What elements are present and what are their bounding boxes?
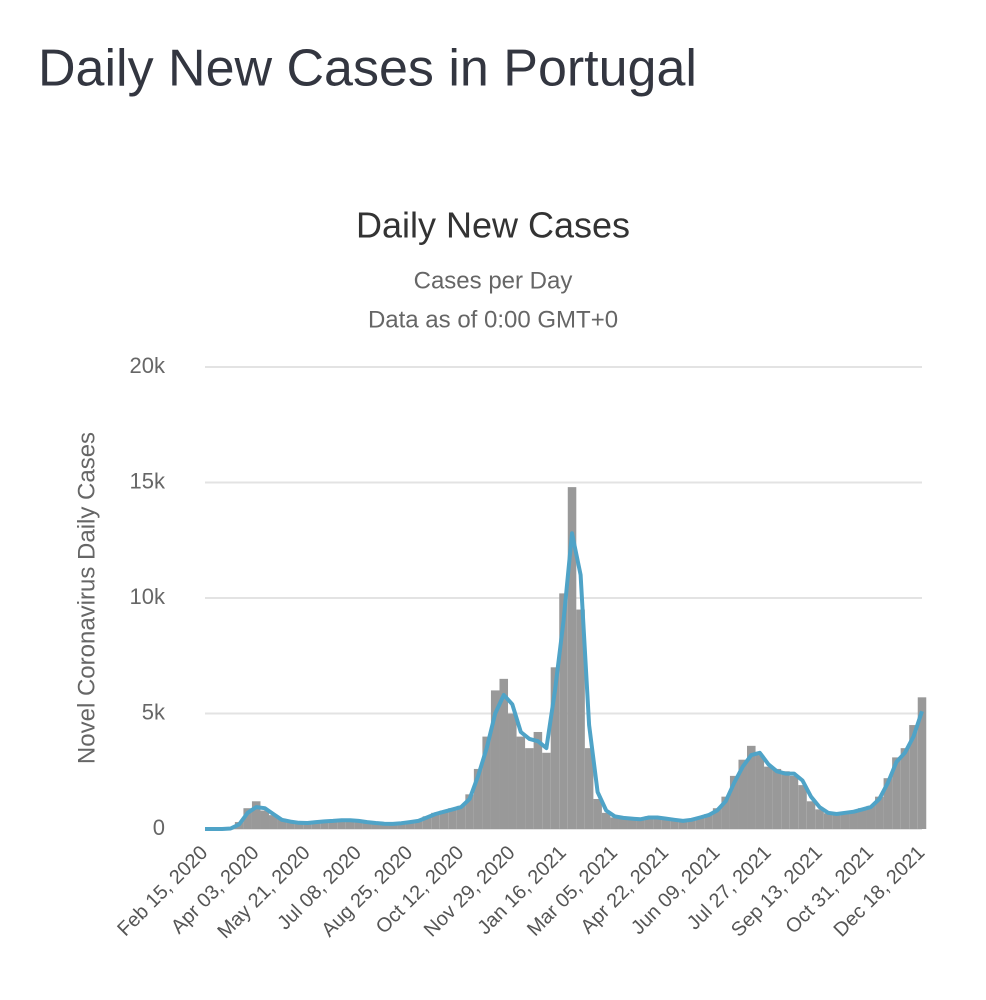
bar — [755, 755, 765, 829]
bar — [397, 822, 406, 829]
bar — [328, 821, 338, 829]
bar — [371, 823, 380, 829]
line — [205, 531, 924, 831]
y-tick-label: 5k — [142, 699, 166, 724]
bar — [567, 487, 577, 829]
y-axis-label: Novel Coronavirus Daily Cases — [73, 432, 100, 764]
bar — [653, 817, 662, 829]
bar — [320, 820, 329, 829]
bar — [806, 801, 816, 829]
bar — [414, 819, 423, 829]
bar — [823, 813, 833, 829]
bar — [695, 816, 705, 829]
bar — [900, 748, 910, 829]
bar — [482, 736, 491, 829]
bar — [909, 725, 918, 829]
bar — [678, 820, 688, 829]
bar — [892, 757, 901, 829]
bar — [448, 808, 457, 829]
bar — [704, 813, 713, 829]
bar — [661, 819, 671, 829]
bar — [584, 748, 594, 829]
bar — [431, 812, 440, 829]
bar — [456, 805, 466, 829]
y-tick-label: 10k — [130, 584, 166, 609]
bar — [747, 745, 756, 829]
bar — [439, 810, 449, 829]
bar — [781, 771, 790, 829]
bar — [303, 822, 312, 829]
bar — [772, 768, 782, 829]
chart-title: Daily New Cases — [356, 205, 630, 246]
bar — [840, 812, 850, 829]
y-tick-label: 15k — [130, 468, 166, 493]
bar — [422, 816, 432, 829]
bar — [286, 822, 295, 829]
bar — [687, 819, 696, 829]
bar — [883, 778, 893, 829]
bar — [917, 697, 927, 829]
bar — [610, 817, 619, 829]
page-title: Daily New Cases in Portugal — [38, 40, 697, 98]
y-tick-label: 20k — [130, 353, 166, 378]
bar — [832, 814, 841, 829]
bar — [875, 796, 884, 829]
chart-subtitle: Cases per Day — [414, 267, 573, 294]
bar — [405, 821, 415, 829]
bar — [601, 812, 611, 829]
bar — [243, 808, 252, 829]
bar — [636, 818, 645, 829]
bar — [789, 775, 799, 829]
bar — [857, 808, 867, 829]
bar — [721, 796, 730, 829]
bar — [294, 823, 304, 829]
bar — [311, 822, 321, 829]
y-tick-label: 0 — [153, 815, 165, 840]
bar — [764, 766, 773, 829]
bar — [533, 731, 543, 829]
bar — [345, 819, 355, 829]
bar — [260, 810, 270, 829]
x-tick-label: Dec 18, 2021 — [830, 842, 930, 942]
bar — [269, 815, 278, 829]
bar — [849, 810, 858, 829]
bar — [618, 817, 628, 829]
bar — [866, 805, 876, 829]
bar — [542, 752, 551, 829]
bar — [362, 822, 372, 829]
bar — [798, 785, 807, 829]
bar — [473, 768, 483, 829]
chart-subtitle: Data as of 0:00 GMT+0 — [368, 306, 618, 333]
bar — [559, 593, 568, 829]
bar — [525, 748, 534, 829]
bar — [277, 818, 287, 829]
bar — [465, 794, 474, 829]
bar — [550, 667, 560, 829]
bar — [593, 798, 602, 829]
bar — [815, 809, 824, 829]
bar — [508, 713, 517, 829]
bar — [738, 759, 748, 829]
bar — [379, 824, 389, 829]
bar — [729, 775, 739, 829]
bar — [354, 821, 363, 829]
bar — [670, 820, 679, 829]
bar — [516, 736, 526, 829]
bar — [490, 690, 500, 829]
bar — [576, 609, 585, 829]
bar — [337, 819, 346, 829]
bar — [388, 823, 398, 829]
bar — [251, 801, 261, 829]
bar — [644, 816, 654, 829]
bar — [712, 808, 722, 829]
bar — [499, 678, 509, 829]
bar — [627, 819, 637, 829]
